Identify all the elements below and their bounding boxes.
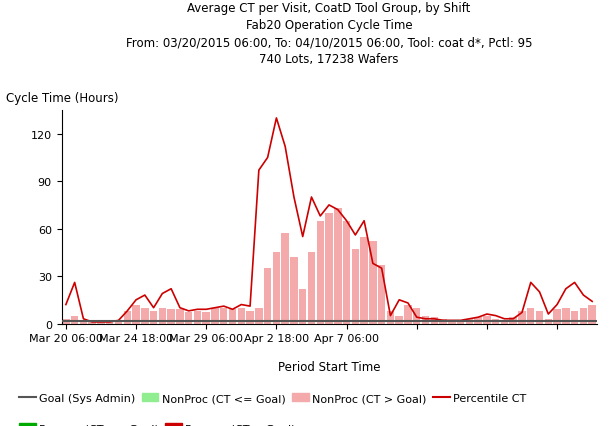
Bar [272, 253, 280, 324]
Bar [247, 311, 254, 324]
Bar [141, 308, 149, 324]
Bar [308, 253, 315, 324]
Bar [509, 317, 517, 324]
Bar [395, 316, 403, 324]
Bar [439, 319, 446, 324]
Bar [62, 319, 69, 324]
Bar [474, 317, 482, 324]
Bar [492, 319, 499, 324]
Bar [132, 305, 140, 324]
Bar [518, 311, 526, 324]
Bar [290, 257, 298, 324]
Bar [527, 308, 534, 324]
Bar [97, 322, 105, 324]
Bar [466, 319, 473, 324]
Bar [483, 316, 491, 324]
Bar [544, 319, 552, 324]
Bar [106, 322, 114, 324]
Text: Period Start Time: Period Start Time [278, 360, 380, 373]
Bar [413, 308, 421, 324]
Bar [360, 237, 368, 324]
Bar [194, 311, 201, 324]
Bar [282, 234, 289, 324]
Text: Average CT per Visit, CoatD Tool Group, by Shift
Fab20 Operation Cycle Time
From: Average CT per Visit, CoatD Tool Group, … [126, 2, 532, 66]
Bar [237, 308, 245, 324]
Bar [536, 311, 543, 324]
Bar [167, 310, 175, 324]
Bar [334, 209, 341, 324]
Bar [387, 311, 394, 324]
Bar [185, 313, 192, 324]
Bar [352, 250, 359, 324]
Bar [571, 311, 578, 324]
Bar [343, 221, 351, 324]
Bar [229, 310, 236, 324]
Bar [150, 311, 157, 324]
Bar [430, 317, 438, 324]
Bar [448, 321, 456, 324]
Bar [264, 268, 271, 324]
Bar [325, 213, 333, 324]
Bar [89, 321, 96, 324]
Bar [554, 310, 561, 324]
Bar [159, 308, 166, 324]
Bar [212, 308, 219, 324]
Bar [202, 313, 210, 324]
Bar [580, 308, 587, 324]
Bar [369, 242, 376, 324]
Bar [71, 316, 78, 324]
Bar [299, 289, 306, 324]
Bar [255, 308, 263, 324]
Bar [80, 322, 87, 324]
Bar [562, 308, 569, 324]
Bar [220, 308, 228, 324]
Bar [115, 321, 122, 324]
Bar [378, 265, 386, 324]
Bar [317, 221, 324, 324]
Bar [457, 321, 464, 324]
Text: Cycle Time (Hours): Cycle Time (Hours) [6, 92, 119, 104]
Bar [176, 310, 184, 324]
Legend: Process (CT <= Goal), Process (CT > Goal): Process (CT <= Goal), Process (CT > Goal… [19, 423, 296, 426]
Bar [589, 305, 596, 324]
Bar [422, 316, 429, 324]
Bar [124, 311, 131, 324]
Bar [501, 321, 508, 324]
Bar [404, 305, 411, 324]
